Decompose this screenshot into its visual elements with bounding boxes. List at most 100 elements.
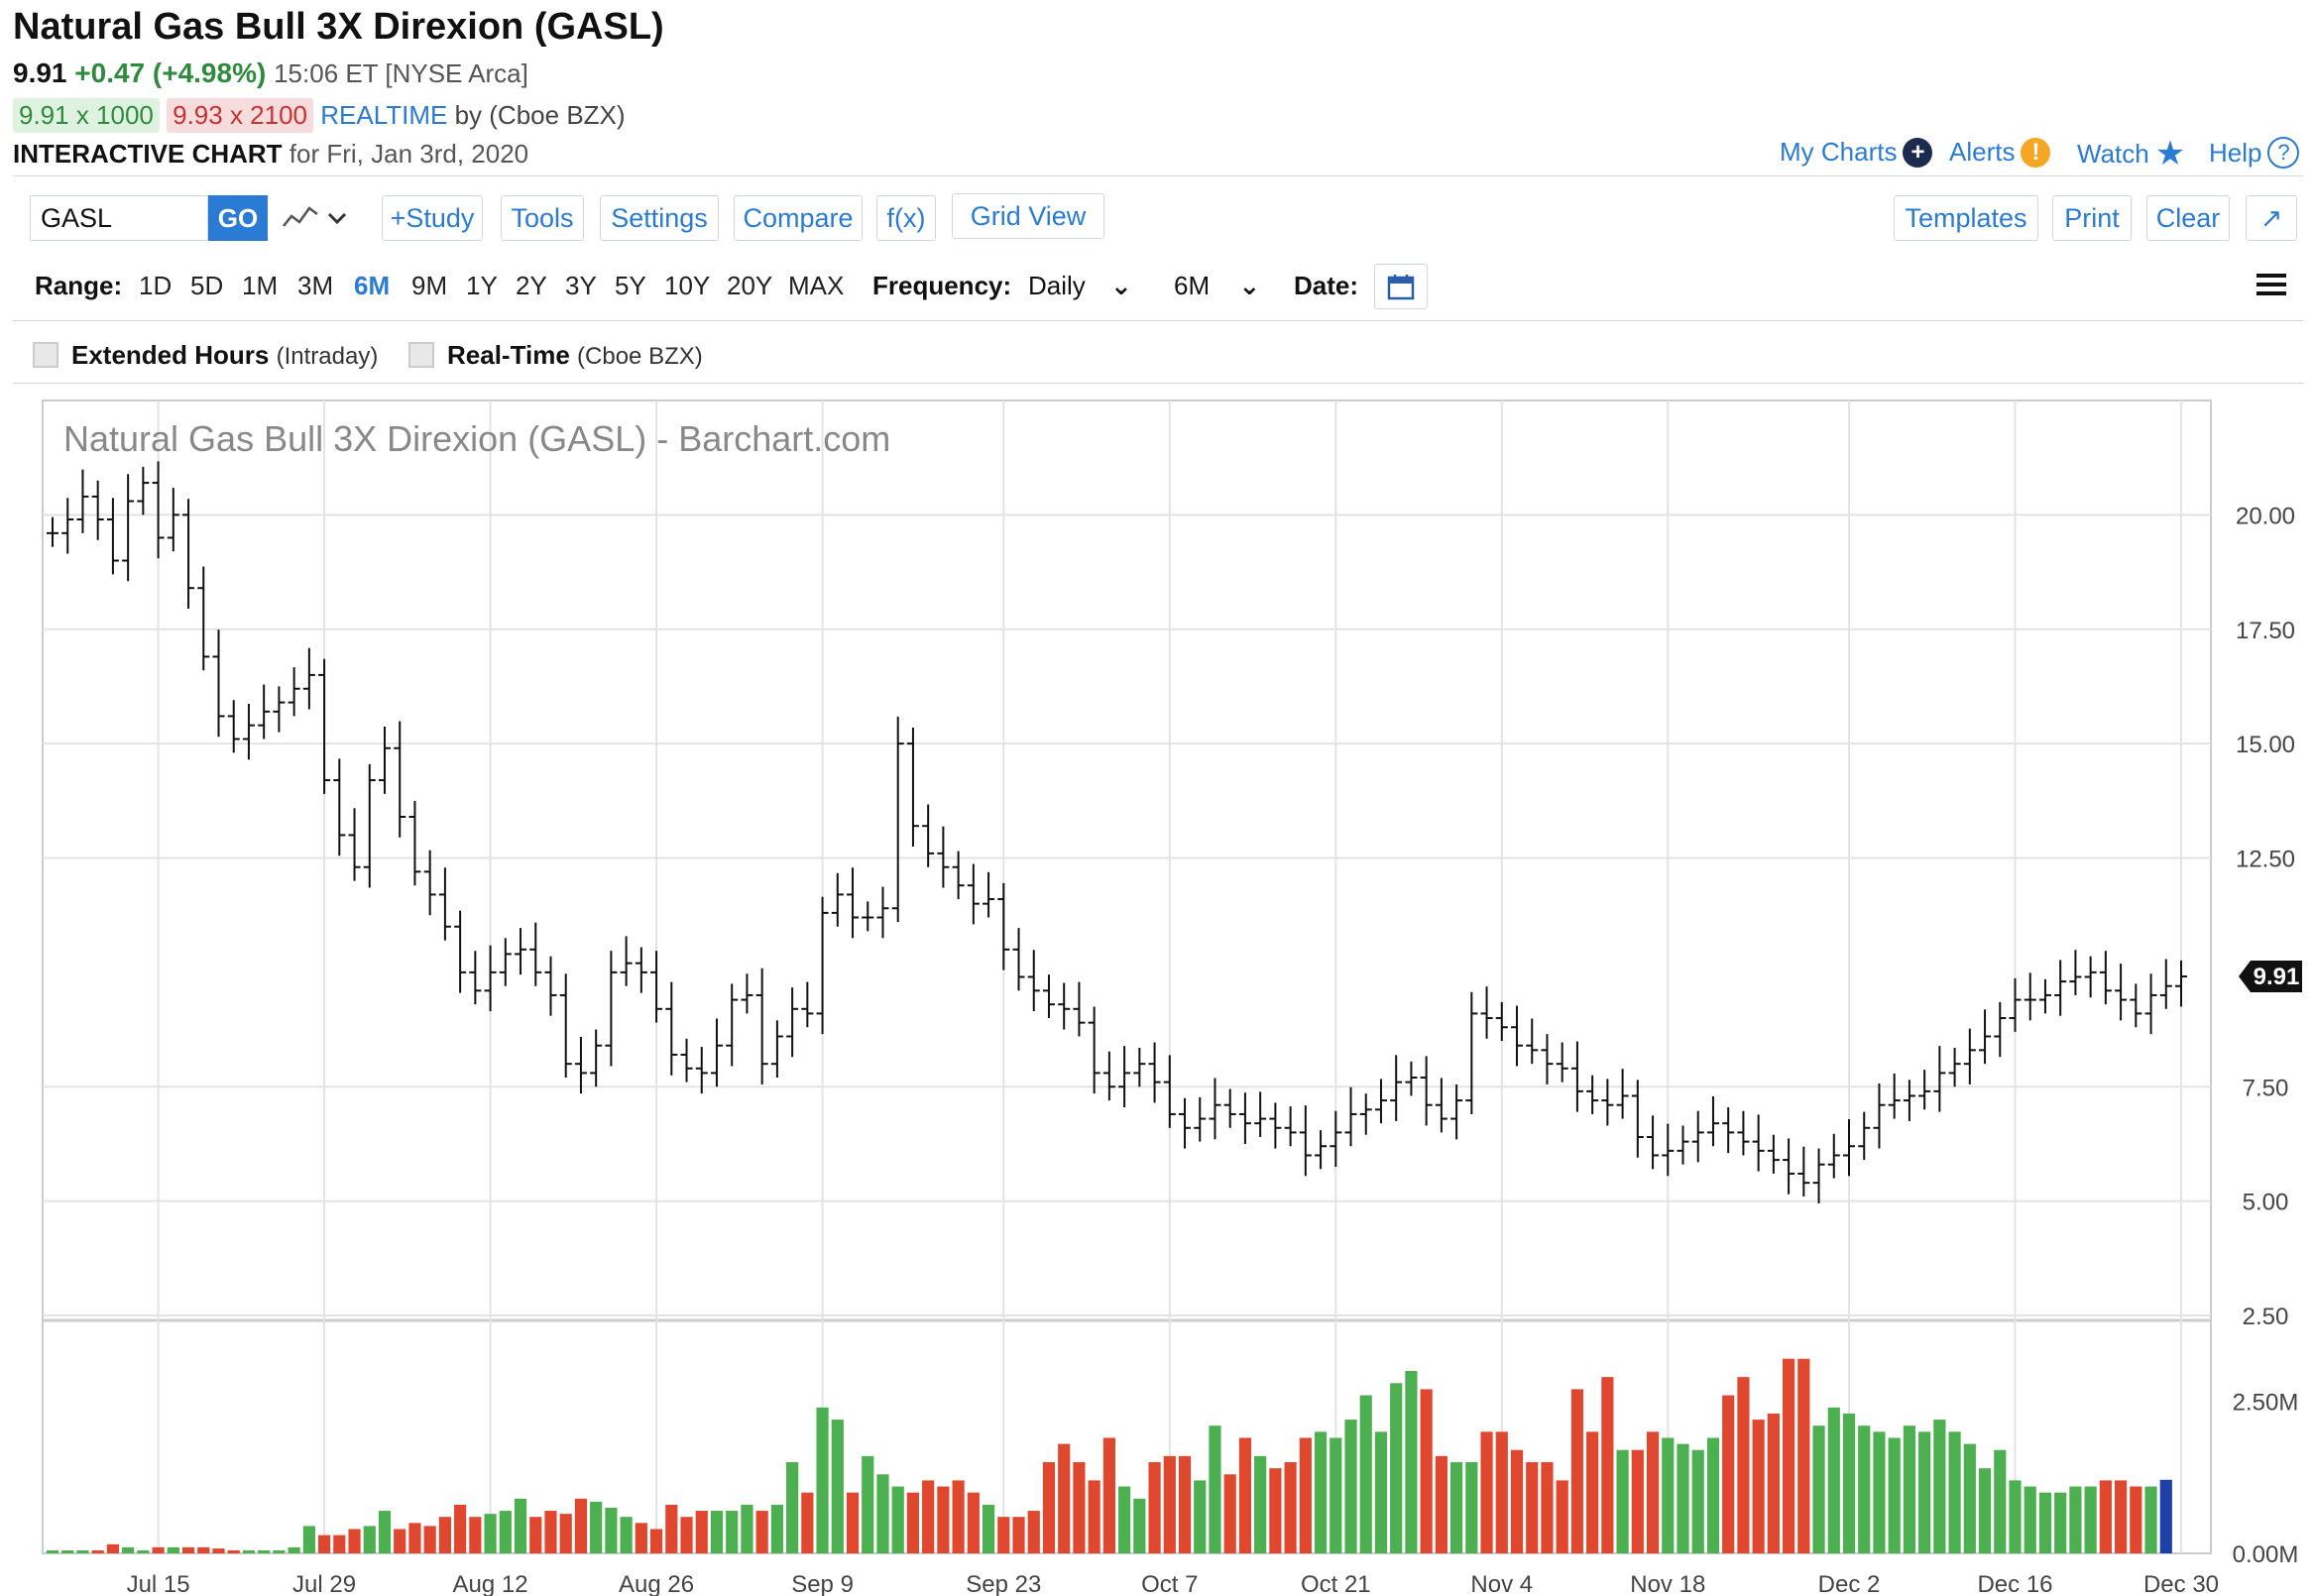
ohlc-bar <box>559 973 572 1079</box>
range-option-10y[interactable]: 10Y <box>664 271 711 300</box>
volume-bar <box>348 1529 361 1553</box>
volume-bar <box>1359 1395 1372 1553</box>
volume-bar <box>2130 1486 2142 1553</box>
watch-link[interactable]: Watch ★ <box>2077 137 2185 171</box>
ohlc-bar <box>1058 982 1071 1030</box>
extended-hours-checkbox[interactable] <box>33 342 58 368</box>
templates-button[interactable]: Templates <box>1894 195 2038 241</box>
ohlc-bar <box>1858 1111 1871 1161</box>
volume-bar <box>106 1543 119 1553</box>
volume-bar <box>1314 1431 1328 1553</box>
volume-bar <box>499 1511 512 1553</box>
clear-button[interactable]: Clear <box>2146 195 2230 241</box>
volume-bar <box>1858 1425 1871 1553</box>
range-option-1d[interactable]: 1D <box>139 271 173 300</box>
x-tick-label: Aug 26 <box>619 1571 694 1596</box>
compare-button[interactable]: Compare <box>734 195 863 241</box>
volume-bar <box>1556 1480 1568 1553</box>
ohlc-bar <box>1405 1061 1418 1096</box>
volume-bar <box>876 1474 889 1553</box>
current-volume-label: 1.21M <box>2234 0 2300 6</box>
symbol-input[interactable] <box>30 195 208 241</box>
ohlc-bar <box>1450 1083 1463 1140</box>
frequency-select[interactable]: Daily ⌄ <box>1028 271 1132 301</box>
period-value: 6M <box>1174 271 1211 300</box>
ohlc-bar <box>1526 1018 1539 1065</box>
range-option-1y[interactable]: 1Y <box>466 271 498 300</box>
help-link[interactable]: Help ? <box>2209 137 2300 169</box>
volume-bar <box>2115 1480 2128 1553</box>
expand-button[interactable]: ↗ <box>2246 195 2297 241</box>
range-option-max[interactable]: MAX <box>788 271 845 300</box>
volume-bar <box>665 1504 678 1553</box>
ohlc-bar <box>1933 1046 1946 1112</box>
ohlc-bar <box>363 763 376 888</box>
range-option-3y[interactable]: 3Y <box>565 271 597 300</box>
volume-bar <box>1450 1462 1463 1553</box>
ohlc-bar <box>1783 1138 1795 1195</box>
volume-bar <box>680 1517 693 1553</box>
ohlc-bar <box>318 658 331 794</box>
volume-bar <box>574 1498 588 1553</box>
ohlc-bar <box>1511 1005 1524 1067</box>
range-option-1m[interactable]: 1M <box>242 271 279 300</box>
volume-bar <box>726 1511 739 1553</box>
volume-bar <box>741 1504 753 1553</box>
ohlc-bar <box>197 566 210 671</box>
ohlc-bar <box>1344 1086 1357 1147</box>
range-option-5d[interactable]: 5D <box>190 271 224 300</box>
ohlc-bar <box>152 461 165 559</box>
ohlc-bar <box>1541 1034 1554 1084</box>
ohlc-bar <box>680 1038 693 1083</box>
my-charts-link[interactable]: My Charts + <box>1780 137 1933 168</box>
extended-hours-note: (Intraday) <box>276 343 379 370</box>
extended-hours-label: Extended Hours <box>71 340 270 370</box>
volume-bar <box>1420 1389 1433 1553</box>
volume-bar <box>1299 1437 1312 1553</box>
fx-button[interactable]: f(x) <box>876 195 936 241</box>
ohlc-bar <box>394 721 406 838</box>
real-time-checkbox[interactable] <box>408 342 434 368</box>
settings-button[interactable]: Settings <box>600 195 719 241</box>
price-line: 9.91 +0.47 (+4.98%) 15:06 ET [NYSE Arca] <box>13 57 528 89</box>
grid-view-button[interactable]: Grid View <box>952 193 1104 239</box>
range-option-9m[interactable]: 9M <box>411 271 448 300</box>
range-option-6m[interactable]: 6M <box>354 271 391 300</box>
range-option-5y[interactable]: 5Y <box>615 271 646 300</box>
plus-icon: + <box>1903 137 1933 168</box>
menu-button[interactable] <box>2256 272 2286 302</box>
volume-bar <box>438 1517 451 1553</box>
y-tick-label: 12.50 <box>2236 847 2295 873</box>
ohlc-bar <box>167 488 179 552</box>
volume-bar <box>1510 1449 1524 1553</box>
ohlc-bar <box>650 951 663 1023</box>
ohlc-bar <box>1737 1110 1750 1156</box>
volume-bar <box>2159 1479 2172 1553</box>
ohlc-bar <box>1163 1055 1176 1128</box>
study-button[interactable]: +Study <box>382 195 483 241</box>
date-picker-button[interactable] <box>1374 264 1428 309</box>
volume-bar <box>1238 1437 1252 1553</box>
range-option-20y[interactable]: 20Y <box>727 271 773 300</box>
ohlc-bar <box>1315 1130 1328 1170</box>
volume-bar <box>922 1480 935 1553</box>
bid-badge: 9.91 x 1000 <box>13 98 160 133</box>
ohlc-bar <box>258 684 271 740</box>
range-option-2y[interactable]: 2Y <box>516 271 547 300</box>
volume-bar <box>408 1523 421 1553</box>
realtime-link[interactable]: REALTIME <box>320 100 448 130</box>
print-button[interactable]: Print <box>2052 195 2132 241</box>
chart-type-selector[interactable] <box>280 200 349 243</box>
tools-button[interactable]: Tools <box>501 195 584 241</box>
go-button[interactable]: GO <box>208 195 268 241</box>
volume-bar <box>1435 1455 1447 1553</box>
volume-bar <box>1405 1371 1418 1553</box>
range-option-3m[interactable]: 3M <box>297 271 334 300</box>
alerts-link[interactable]: Alerts ! <box>1949 137 2051 168</box>
x-tick-label: Dec 2 <box>1818 1571 1881 1596</box>
volume-bar <box>137 1549 150 1553</box>
real-time-option: Real-Time (Cboe BZX) <box>447 340 703 371</box>
alerts-label: Alerts <box>1949 137 2016 167</box>
period-select[interactable]: 6M ⌄ <box>1174 271 1260 301</box>
